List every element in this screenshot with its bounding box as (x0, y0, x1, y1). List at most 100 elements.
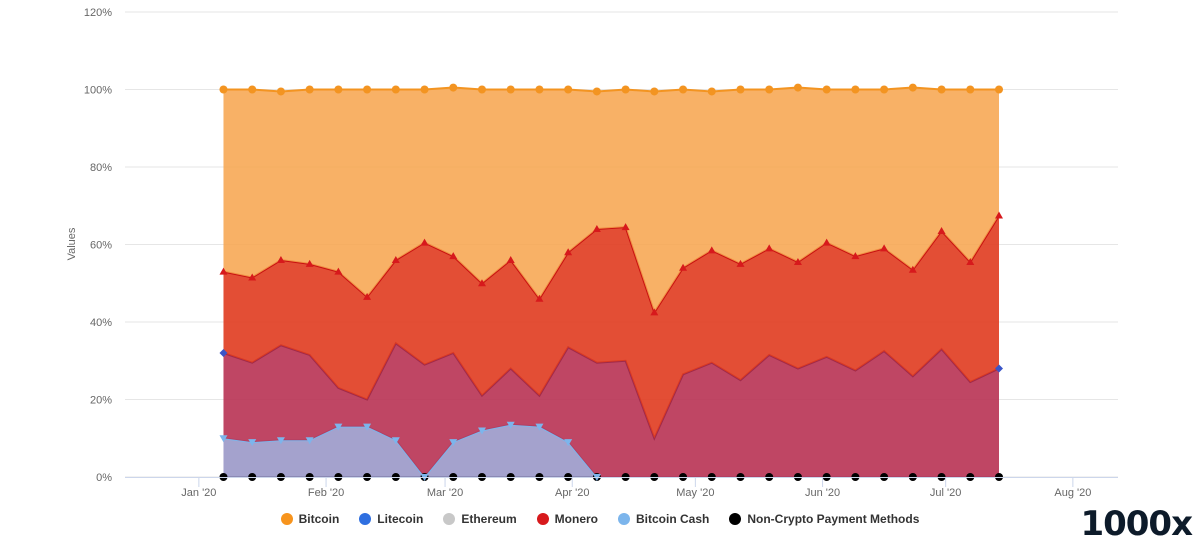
series-markers[interactable] (219, 83, 1004, 481)
area-bitcoin-cash[interactable] (223, 424, 1000, 477)
point-bitcoin (880, 85, 889, 94)
y-axis-title: Values (66, 227, 78, 260)
legend-item-ethereum[interactable]: Ethereum (443, 512, 517, 526)
point-monero (679, 263, 688, 271)
point-bitcoin-cash (363, 423, 372, 431)
point-bitcoin (334, 85, 343, 94)
point-bitcoin (851, 85, 860, 94)
point-monero (276, 256, 285, 263)
legend-symbol (618, 513, 631, 525)
x-tick-label: Mar '20 (427, 487, 463, 499)
point-bitcoin (420, 85, 429, 94)
y-tick-label: 60% (90, 240, 112, 252)
point-monero (880, 244, 889, 252)
point-bitcoin (736, 85, 745, 94)
legend-item-non-crypto-payment-methods[interactable]: Non-Crypto Payment Methods (729, 512, 919, 526)
point-monero (592, 225, 601, 232)
x-tick-label: Aug '20 (1054, 487, 1091, 499)
point-monero (305, 259, 314, 267)
point-monero (363, 292, 372, 300)
point-monero (420, 238, 429, 246)
point-bitcoin (363, 85, 372, 94)
legend-label: Non-Crypto Payment Methods (747, 512, 920, 526)
x-tick-label: Jan '20 (181, 487, 216, 499)
point-monero (966, 257, 975, 265)
point-monero (219, 267, 228, 275)
brand-logo: 1000x (1080, 504, 1193, 544)
point-monero (908, 265, 917, 273)
point-bitcoin-cash (449, 439, 458, 447)
legend-label: Bitcoin Cash (636, 512, 710, 526)
x-tick-label: Apr '20 (555, 487, 590, 499)
point-bitcoin (966, 85, 975, 94)
point-bitcoin (506, 85, 515, 94)
legend-item-litecoin[interactable]: Litecoin (359, 512, 423, 526)
point-bitcoin (449, 83, 458, 92)
point-bitcoin (793, 83, 802, 92)
point-bitcoin (276, 87, 285, 96)
point-monero (707, 246, 716, 254)
point-bitcoin-cash (564, 439, 573, 447)
legend-symbol (536, 513, 549, 525)
x-tick-label: Feb '20 (308, 487, 344, 499)
legend-symbol (359, 513, 372, 525)
point-monero (995, 211, 1004, 219)
legend-label: Bitcoin (298, 512, 340, 526)
point-litecoin (995, 364, 1004, 373)
point-monero (621, 223, 630, 231)
point-bitcoin-cash (477, 427, 486, 435)
point-monero (793, 257, 802, 265)
point-litecoin (219, 349, 228, 357)
point-bitcoin (477, 85, 486, 94)
point-bitcoin (707, 87, 716, 96)
legend-label: Monero (554, 512, 599, 526)
legend-label: Litecoin (377, 512, 424, 526)
point-monero (506, 256, 515, 263)
point-monero (564, 248, 573, 256)
legend: Bitcoin Litecoin Ethereum Monero Bitcoin Cas… (0, 512, 1200, 526)
legend-symbol (729, 513, 742, 525)
area-bitcoin[interactable] (223, 87, 1000, 313)
point-monero (736, 259, 745, 267)
line-bitcoin (223, 86, 1000, 93)
point-bitcoin (621, 85, 630, 94)
y-tick-label: 100% (84, 85, 112, 97)
point-bitcoin (937, 85, 946, 94)
point-bitcoin-cash (248, 439, 257, 447)
point-bitcoin-cash (276, 437, 285, 445)
point-monero (248, 273, 257, 281)
point-monero (477, 279, 486, 287)
area-monero[interactable] (223, 215, 1000, 439)
legend-item-bitcoin[interactable]: Bitcoin (280, 512, 340, 526)
legend-item-bitcoin-cash[interactable]: Bitcoin Cash (618, 512, 709, 526)
x-tick-label: May '20 (676, 487, 714, 499)
legend-symbol (443, 513, 456, 525)
x-tick-label: Jun '20 (805, 487, 840, 499)
area-litecoin[interactable] (223, 343, 1000, 477)
y-tick-label: 120% (84, 7, 112, 19)
point-bitcoin (535, 85, 544, 94)
point-monero (765, 244, 774, 252)
point-bitcoin (995, 85, 1004, 94)
point-bitcoin (908, 83, 917, 92)
point-bitcoin (650, 87, 659, 96)
point-monero (650, 308, 659, 316)
x-tick-label: Jul '20 (930, 487, 961, 499)
point-bitcoin (391, 85, 400, 94)
point-monero (851, 252, 860, 260)
point-bitcoin (564, 85, 573, 94)
point-bitcoin-cash (391, 437, 400, 445)
point-monero (937, 226, 946, 234)
point-bitcoin (592, 87, 601, 96)
point-bitcoin-cash (305, 437, 314, 445)
point-monero (334, 267, 343, 275)
point-bitcoin (219, 85, 228, 94)
point-bitcoin (248, 85, 257, 94)
y-tick-label: 0% (96, 472, 112, 484)
legend-item-monero[interactable]: Monero (536, 512, 599, 526)
y-tick-label: 40% (90, 317, 112, 329)
point-bitcoin (305, 85, 314, 94)
area-series[interactable] (223, 86, 1000, 479)
point-bitcoin-cash (535, 423, 544, 431)
